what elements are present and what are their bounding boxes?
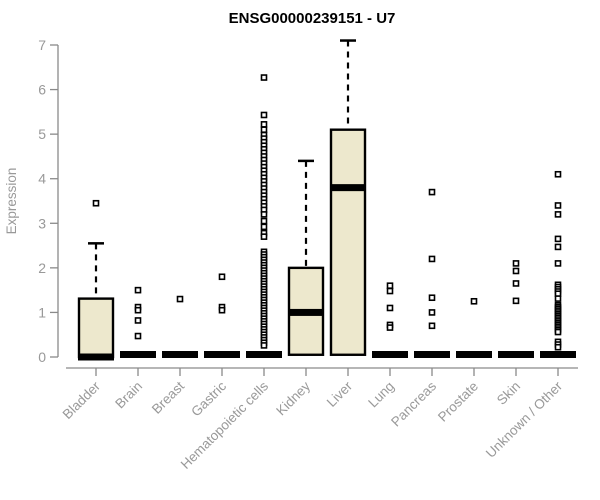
category-label: Brain [112,379,145,412]
zero-bar [498,351,534,358]
outlier-point [554,202,562,209]
box [329,128,367,356]
outlier-point [134,317,142,324]
median-line [288,308,324,316]
category-label: Kidney [273,378,313,418]
outlier-point [92,199,100,207]
outlier-point [134,332,142,340]
y-tick-label: 3 [38,215,46,231]
zero-bar [162,351,198,358]
y-tick-label: 6 [38,82,46,98]
outlier-point [260,217,268,225]
outlier-point [260,111,268,119]
category-label: Gastric [188,378,229,419]
outlier-point [554,328,562,336]
outlier-point [386,282,394,289]
outlier-point [260,342,268,349]
y-axis-title: Expression [4,168,19,235]
outlier-point [428,309,436,316]
outlier-point [260,223,268,231]
zero-bar [372,351,408,358]
outlier-point [512,267,520,275]
category-label: Prostate [435,379,481,425]
outlier-point [554,243,562,251]
zero-bar [456,351,492,358]
zero-bar [414,351,450,358]
outlier-point [428,188,436,196]
outlier-point [386,324,394,331]
outlier-point [134,286,142,294]
zero-bar [204,351,240,358]
outlier-point [218,273,226,281]
y-tick-label: 4 [38,171,46,187]
outlier-point [512,260,520,267]
outlier-point [176,295,184,303]
median-line [330,184,366,192]
outlier-point [218,306,226,314]
zero-bar [246,351,282,358]
category-label: Skin [494,379,523,408]
category-label: Lung [365,379,397,411]
category-label: Unknown / Other [483,378,566,461]
outlier-point [260,74,268,81]
outlier-point [554,343,562,351]
outlier-point [260,126,268,133]
outlier-point [554,235,562,243]
outlier-point [470,297,478,305]
category-label: Breast [149,378,187,416]
outlier-point [386,304,394,312]
outlier-point [512,297,520,305]
outlier-point [260,233,268,240]
median-line [78,353,114,361]
outlier-point [134,306,142,314]
y-tick-label: 0 [38,349,46,365]
y-tick-label: 5 [38,126,46,142]
outlier-point [260,211,268,218]
outlier-point [386,287,394,295]
outlier-point [428,294,436,302]
y-tick-label: 1 [38,304,46,320]
y-tick-label: 7 [38,37,46,53]
outlier-point [428,322,436,330]
outlier-point [554,211,562,218]
chart-title: ENSG00000239151 - U7 [229,10,396,27]
category-label: Liver [324,378,356,410]
category-label: Bladder [60,378,104,422]
box [77,297,115,359]
outlier-point [554,295,562,302]
outlier-point [554,260,562,267]
y-tick-label: 2 [38,260,46,276]
category-label: Pancreas [388,378,439,429]
outlier-point [428,255,436,263]
outlier-point [512,280,520,287]
box-series [77,39,576,361]
outlier-point [260,121,268,128]
outlier-point [554,170,562,178]
zero-bar [120,351,156,358]
zero-bar [540,351,576,358]
